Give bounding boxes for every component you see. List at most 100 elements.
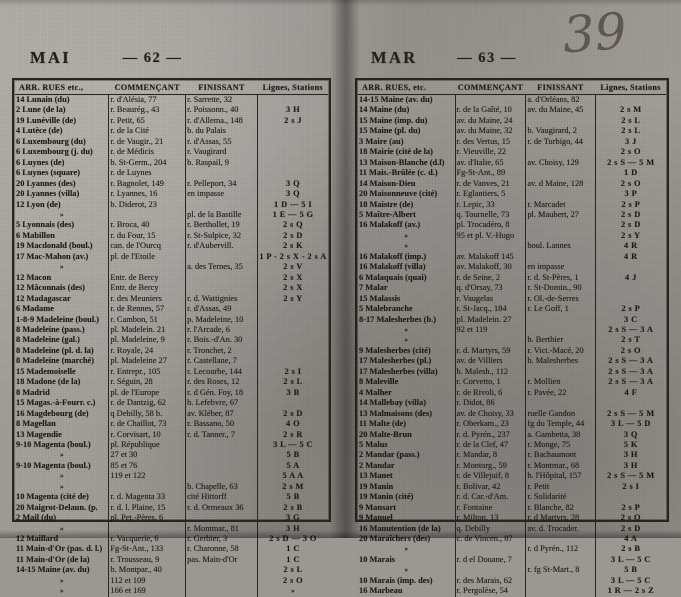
table-row: 6 Madame r. de Rennes, 57 r. d'Assas, 49 bbox=[15, 304, 328, 315]
cell-finissant: av. du Maine, 45 bbox=[525, 105, 596, 116]
table-row: 20 Lyannes (villa) r. Lyannes, 16 en impas… bbox=[15, 189, 328, 200]
cell-lignes-stations bbox=[594, 398, 666, 409]
table-row: 10 Marais (imp. des) r. des Marais, 62 3 L… bbox=[358, 575, 666, 587]
cell-commencant: r. de Luynes bbox=[108, 168, 186, 179]
cell-lignes-stations: 2 s T bbox=[594, 335, 666, 346]
table-row: 18 Madone (de la) r. Séguin, 28 r. des Ros… bbox=[15, 377, 328, 388]
cell-commencant: r. de Rivoli, 6 bbox=[454, 387, 526, 399]
cell-finissant: r. Pavée, 22 bbox=[525, 387, 596, 399]
table-row: 8 Maleville r. Corvetto, 1 r. Mollien 2 s S… bbox=[358, 377, 666, 388]
table-row: 15 Maine (pl. du) av. du Maine, 32 b. Vaug… bbox=[358, 126, 666, 137]
cell-finissant: r. Castellane, 7 bbox=[185, 356, 258, 367]
table-row: 4 Lutèce (de) r. de la Cité b. du Palais bbox=[15, 126, 328, 137]
column-header-arrondissement: ARR. RUES etc., bbox=[15, 81, 109, 95]
cell-arrondissement-street: 11 Main-d'Or (pas. d. l.) bbox=[16, 544, 103, 554]
cell-arrondissement-street: 10 Magenta (cité de) bbox=[16, 492, 89, 502]
column-header-arrondissement: ARR. RUES, etc. bbox=[358, 81, 456, 95]
cell-arrondissement-street: 16 Marbeau bbox=[359, 586, 403, 596]
cell-lignes-stations: 3 J bbox=[594, 136, 666, 148]
cell-finissant: fg du Temple, 44 bbox=[525, 419, 596, 430]
cell-finissant: r. d Pyrén., 112 bbox=[525, 544, 596, 555]
cell-finissant: av. d. Trocader. bbox=[525, 523, 596, 535]
cell-commencant: Entr. de Bercy bbox=[108, 283, 186, 294]
cell-finissant bbox=[525, 554, 596, 566]
cell-commencant: r. de Seine, 2 bbox=[454, 272, 526, 284]
table-row: » 95 et pl. V.-Hugo 2 s Y bbox=[358, 230, 666, 242]
cell-finissant: r. Monge, 75 bbox=[525, 439, 596, 451]
table-row: 8 Madeleine (marché) pl. Madeleine 27 r. C… bbox=[15, 356, 328, 367]
cell-finissant: av. Kléber, 87 bbox=[185, 408, 258, 420]
street-directory-table-left: ARR. RUES etc., COMMENÇANT FINISSANT Lig… bbox=[15, 81, 328, 597]
cell-lignes-stations: 2 s B bbox=[257, 502, 328, 514]
table-row: 17 Mac-Mahon (av.) pl. de l'Etoile 1 P - 2… bbox=[15, 251, 328, 263]
page-left: MAI — 62 — ARR. RUES etc., COMMENÇANT FI… bbox=[0, 0, 341, 597]
cell-finissant: r. Mollien bbox=[525, 377, 596, 388]
table-row: 5 Lyonnais (des) r. Broca, 40 r. Bertholle… bbox=[15, 220, 328, 231]
table-row: 15 Malassis r. Vaugelas r. Ol.-de-Serres bbox=[358, 293, 666, 305]
cell-commencant: b. Diderot, 23 bbox=[108, 199, 186, 210]
cell-arrondissement-street: 6 Mabillon bbox=[16, 230, 55, 240]
cell-finissant bbox=[525, 168, 596, 179]
table-row: 6 Luynes (de) b. St-Germ., 204 b. Raspail,… bbox=[15, 157, 328, 169]
table-row: 2 Lune (de la) r. Beaurég., 43 r. Poissonn… bbox=[15, 105, 328, 116]
table-row: 12 Mâconnais (des) Entr. de Bercy 2 s X bbox=[15, 283, 328, 294]
cell-lignes-stations bbox=[257, 126, 328, 137]
cell-commencant: 95 et pl. V.-Hugo bbox=[454, 230, 526, 242]
cell-lignes-stations: 2 s L bbox=[257, 565, 328, 576]
folio-right: — 63 — bbox=[457, 50, 517, 66]
table-row: » 166 et 169 » bbox=[15, 586, 328, 597]
cell-lignes-stations: 4 R bbox=[594, 251, 666, 263]
table-frame-left: ARR. RUES etc., COMMENÇANT FINISSANT Lig… bbox=[12, 78, 331, 597]
cell-finissant: r. Bassano, 50 bbox=[185, 419, 258, 430]
folio-left: — 62 — bbox=[122, 50, 183, 66]
cell-commencant: pl. Pet.-Pères, 6 bbox=[108, 513, 186, 524]
cell-arrondissement-street: 7 Malar bbox=[359, 283, 388, 293]
table-row: 9 Malesherbes (cité) r. d. Martyrs, 59 r. … bbox=[358, 345, 666, 357]
cell-commencant: r. Trousseau, 9 bbox=[108, 554, 186, 566]
cell-commencant: can. de l'Ourcq bbox=[108, 241, 186, 252]
cell-commencant: r. de la Cité bbox=[108, 126, 186, 137]
cell-arrondissement-street: 8-17 Malesherbes (b.) bbox=[359, 314, 436, 324]
cell-finissant: r. Solidarité bbox=[525, 492, 596, 503]
cell-lignes-stations: 2 s M bbox=[594, 105, 666, 116]
cell-lignes-stations: 2 s S — 3 A bbox=[594, 377, 666, 388]
cell-lignes-stations bbox=[257, 356, 328, 367]
cell-lignes-stations: 3 H bbox=[594, 450, 666, 461]
cell-lignes-stations: 2 s D bbox=[594, 209, 666, 221]
cell-arrondissement-street: 15 Malassis bbox=[359, 293, 401, 303]
table-row: » 27 et 30 5 B bbox=[15, 450, 328, 461]
cell-commencant: b. Montpar., 40 bbox=[108, 565, 186, 576]
cell-lignes-stations: 3 L — 5 C bbox=[594, 554, 666, 566]
cell-commencant: av. Malakoff 145 bbox=[454, 251, 526, 263]
table-row: 7 Malar q. d'Orsay, 73 r. St-Domin., 90 bbox=[358, 283, 666, 294]
cell-arrondissement-street: 19 Manin (cité) bbox=[359, 492, 414, 502]
table-row: 12 Lyon (de) b. Diderot, 23 1 D — 5 I bbox=[15, 199, 328, 210]
cell-lignes-stations: 3 B bbox=[257, 387, 328, 399]
table-row: 10 Magenta (cité de) r. d. Magenta 33 cité… bbox=[15, 492, 328, 503]
table-row: » 112 et 109 2 s O bbox=[15, 575, 328, 587]
cell-arrondissement-street: 14-15 Maine (av. du) bbox=[16, 565, 90, 575]
table-row: 2 Mandar (pass.) r. Mandar, 8 r. Bachaumon… bbox=[358, 450, 666, 461]
cell-finissant: pas. Main-d'Or bbox=[185, 554, 258, 566]
cell-arrondissement-street: 8 Maleville bbox=[359, 377, 399, 387]
cell-commencant: 119 et 122 bbox=[108, 471, 186, 482]
cell-arrondissement-street: 2 Mail (du) bbox=[16, 513, 57, 523]
table-row: 20 Malte-Brun r. d. Pyrén., 237 a. Gambett… bbox=[358, 429, 666, 440]
cell-lignes-stations: 2 s I bbox=[594, 481, 666, 493]
cell-finissant: r. Berthollet, 19 bbox=[185, 220, 258, 231]
cell-commencant: pl. Madelein. 21 bbox=[108, 324, 186, 336]
cell-commencant: pl. de l'Europe bbox=[108, 387, 186, 399]
cell-lignes-stations: » bbox=[257, 586, 328, 597]
cell-finissant: r. Ol.-de-Serres bbox=[525, 293, 596, 305]
cell-lignes-stations bbox=[594, 492, 666, 503]
cell-commencant: r. des Meuniers bbox=[108, 293, 186, 305]
cell-commencant: pl. Madelein. 27 bbox=[454, 314, 526, 325]
table-row: 8 Madeleine (gal.) pl. Madeleine, 9 r. Boi… bbox=[15, 335, 328, 346]
cell-commencant: r. Vacquerie, 6 bbox=[108, 534, 186, 545]
cell-finissant: en impasse bbox=[185, 189, 258, 200]
cell-arrondissement-street: 5 Malus bbox=[359, 439, 388, 449]
cell-arrondissement-street: 2 Mandar bbox=[359, 460, 395, 470]
cell-arrondissement-street: 14 Mallebay (villa) bbox=[359, 398, 426, 408]
table-row: 13 Maison-Blanche (d.l) av. d'Italie, 65 a… bbox=[358, 157, 666, 169]
cell-arrondissement-street: 17 Mac-Mahon (av.) bbox=[16, 251, 89, 261]
